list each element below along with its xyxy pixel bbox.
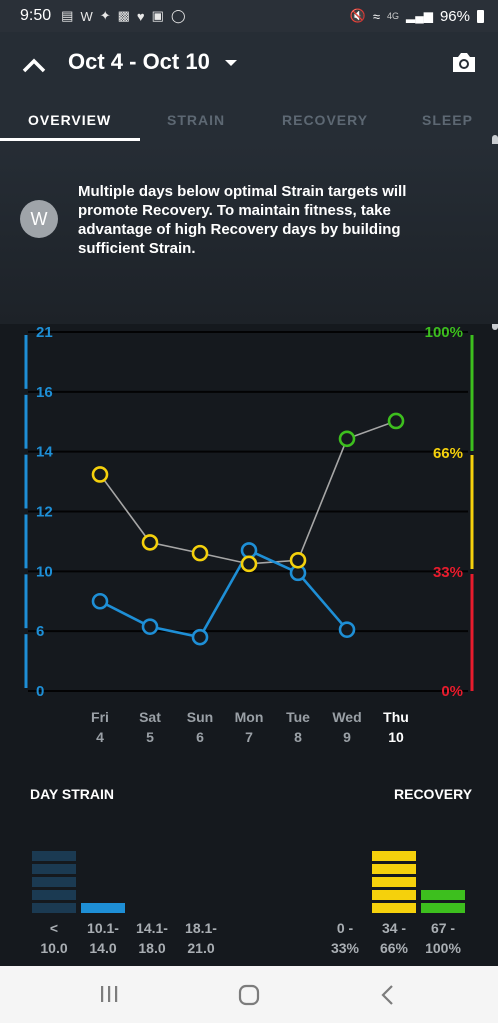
- recovery-tick-label: 0%: [441, 683, 463, 700]
- android-nav-bar: [0, 966, 498, 1023]
- day-number-label: 8: [294, 729, 302, 745]
- day-name-label: Wed: [332, 709, 361, 725]
- strain-bin-bar-segment: [32, 890, 76, 900]
- day-number-label: 5: [146, 729, 154, 745]
- strain-tick-label: 10: [36, 563, 53, 580]
- gallery-icon: ▣: [151, 8, 164, 23]
- recovery-point: [141, 534, 159, 551]
- strain-tick-label: 0: [36, 683, 44, 700]
- recovery-bin-bar-segment: [372, 864, 416, 874]
- strain-bin-range-label: <10.0: [40, 920, 68, 956]
- strain-bin-bar-segment: [32, 851, 76, 861]
- tab-bar: OVERVIEW STRAIN RECOVERY SLEEP: [0, 102, 498, 144]
- strain-tick-label: 21: [36, 324, 53, 341]
- insight-message: Multiple days below optimal Strain targe…: [78, 183, 407, 257]
- heart-icon: ♥: [136, 8, 145, 24]
- signal-icon: ▂▄▆: [406, 9, 433, 23]
- whoop-icon: W: [80, 8, 93, 24]
- day-number-label: 9: [343, 729, 351, 745]
- strain-point: [191, 628, 209, 646]
- recovery-bin-range-label: 67 -100%: [425, 920, 461, 956]
- strain-point: [141, 618, 159, 635]
- recovery-point: [91, 466, 109, 483]
- header-row: Oct 4 - Oct 10: [0, 32, 498, 94]
- day-name-label: Sun: [187, 709, 213, 725]
- day-number-label: 7: [245, 729, 253, 745]
- battery-level: 96%: [439, 7, 470, 25]
- recovery-bin-bar-segment: [372, 903, 416, 913]
- home-icon[interactable]: [237, 984, 261, 1006]
- camera-icon[interactable]: [450, 50, 478, 74]
- recovery-bin-bar-segment: [421, 903, 465, 913]
- strain-point: [91, 592, 109, 610]
- recovery-point: [289, 551, 307, 569]
- strain-tick-label: 16: [36, 384, 53, 401]
- twitter-icon: ✦: [99, 8, 111, 23]
- day-name-label: Tue: [286, 709, 310, 725]
- tab-overview[interactable]: OVERVIEW: [28, 112, 112, 128]
- tab-strain[interactable]: STRAIN: [167, 112, 226, 128]
- recovery-tick-label: 33%: [433, 564, 463, 581]
- recovery-bin-bar-segment: [372, 851, 416, 861]
- strain-bin-bar-segment: [32, 877, 76, 887]
- strain-bin-bar-segment: [32, 864, 76, 874]
- status-time: 9:50: [20, 7, 52, 24]
- strain-tick-label: 12: [36, 504, 53, 521]
- strain-bin-bar-segment: [81, 903, 125, 913]
- day-strain-title: DAY STRAIN: [30, 786, 115, 802]
- recent-apps-icon[interactable]: [98, 984, 120, 1004]
- strain-bin-bar-segment: [32, 903, 76, 913]
- day-name-label: Fri: [91, 709, 109, 725]
- recovery-bin-range-label: 0 -33%: [330, 920, 360, 956]
- tab-sleep[interactable]: SLEEP: [422, 112, 473, 128]
- back-icon[interactable]: [378, 984, 398, 1006]
- espn-icon: ▩: [117, 8, 130, 23]
- network-type: 4G: [386, 11, 399, 21]
- day-number-label: 10: [388, 729, 404, 745]
- recovery-point: [338, 430, 356, 448]
- status-bar: 9:50 ▤ W ✦ ▩ ♥ ▣ ◯ 🔇 ≈ 4G ▂▄▆ 96%: [0, 0, 498, 32]
- active-tab-indicator: [0, 138, 140, 141]
- recovery-point: [191, 544, 209, 562]
- recovery-bin-bar-segment: [372, 877, 416, 887]
- day-name-label: Mon: [235, 709, 264, 725]
- strain-point: [240, 542, 258, 559]
- recovery-tick-label: 100%: [425, 324, 463, 341]
- recovery-bin-bar-segment: [421, 890, 465, 900]
- day-number-label: 6: [196, 729, 204, 745]
- chevron-up-icon[interactable]: [20, 54, 48, 76]
- recovery-tick-label: 66%: [433, 445, 463, 462]
- day-name-label: Sat: [139, 709, 161, 725]
- strain-line: [99, 548, 348, 639]
- caret-down-icon[interactable]: [224, 58, 238, 68]
- instagram-icon: ◯: [170, 8, 186, 23]
- notification-icon: ▤: [61, 8, 74, 23]
- recovery-bin-range-label: 34 -66%: [379, 920, 409, 956]
- mute-icon: 🔇: [349, 8, 366, 23]
- strain-point: [338, 621, 356, 638]
- app-header: Oct 4 - Oct 10 OVERVIEW STRAIN RECOVERY …: [0, 32, 498, 144]
- strain-bin-range-label: 10.1- 14.0: [87, 920, 119, 956]
- whoop-logo-icon: W: [20, 200, 58, 238]
- strain-tick-label: 14: [36, 444, 53, 461]
- battery-icon: [477, 9, 484, 23]
- strain-recovery-chart: 21 16 14 12 10 6 0 100% 66% 33% 0% Fri 4 Sat 5 Sun 6 Mon 7…: [24, 324, 474, 745]
- recovery-point: [387, 412, 405, 430]
- recovery-bin-bar-segment: [372, 890, 416, 900]
- strain-bin-range-label: 18.1- 21.0: [185, 920, 217, 956]
- strain-tick-label: 6: [36, 623, 44, 640]
- recovery-title: RECOVERY: [394, 786, 473, 802]
- insight-panel: W Multiple days below optimal Strain tar…: [0, 144, 498, 324]
- day-number-label: 4: [96, 729, 104, 745]
- tab-recovery[interactable]: RECOVERY: [282, 112, 369, 128]
- recovery-point: [240, 555, 258, 573]
- wifi-icon: ≈: [372, 8, 380, 24]
- strain-bin-range-label: 14.1- 18.0: [136, 920, 168, 956]
- date-range-title[interactable]: Oct 4 - Oct 10: [68, 49, 210, 74]
- day-name-label: Thu: [383, 709, 409, 725]
